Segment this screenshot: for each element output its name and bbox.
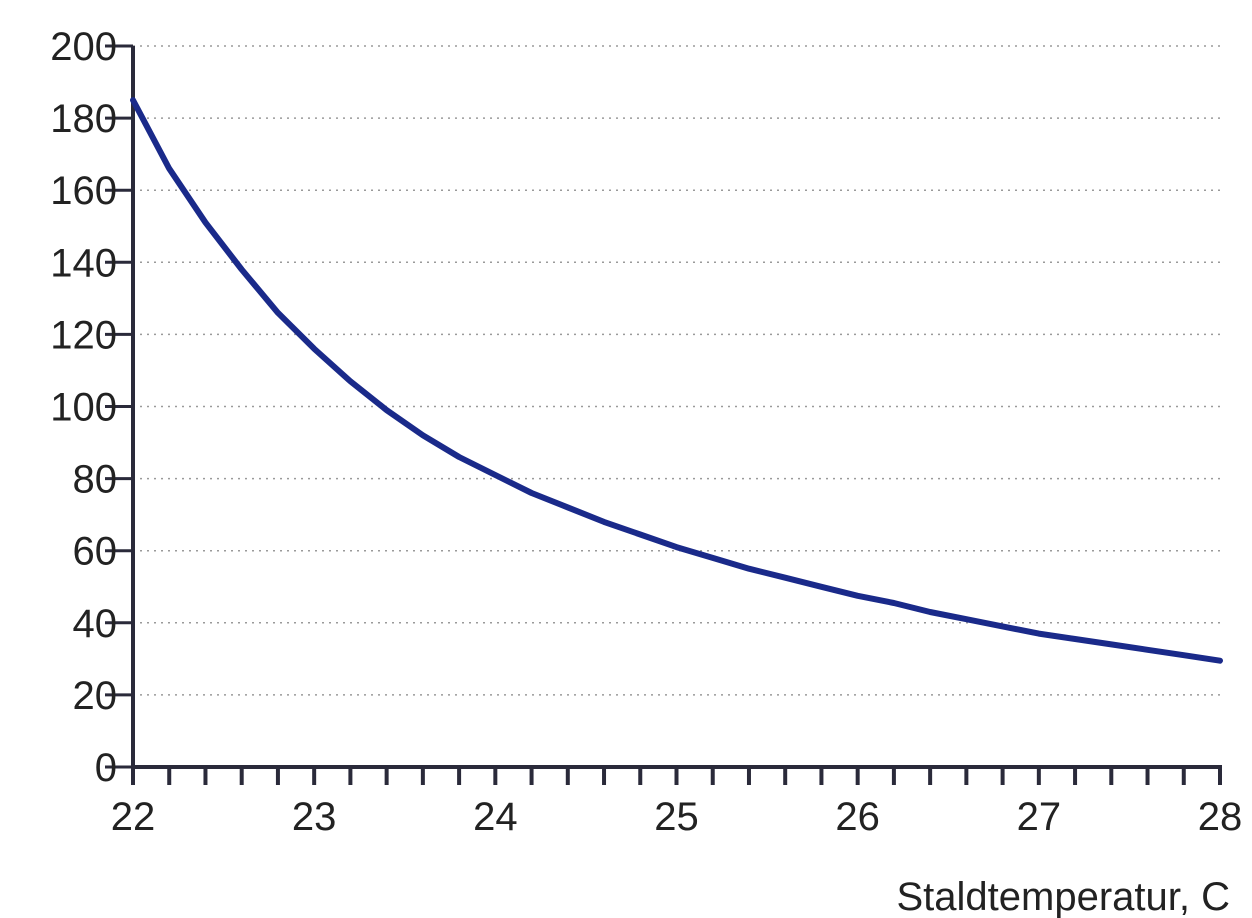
y-tick-label-100: 100 [50, 386, 117, 430]
data-point-0-21 [893, 602, 894, 603]
x-tick-label-27: 27 [1017, 795, 1062, 839]
data-point-0-27 [1111, 644, 1112, 645]
y-tick-label-40: 40 [73, 602, 118, 646]
data-point-0-18 [785, 577, 786, 578]
data-point-0-30 [1220, 660, 1221, 661]
tick-marks [105, 44, 1222, 785]
y-tick-label-160: 160 [50, 169, 117, 213]
data-point-0-3 [241, 269, 242, 270]
x-axis-title: Staldtemperatur, C [897, 875, 1231, 918]
tick-labels: 0 20 40 60 80 100 120 140 160 180 200 22 23 24 25 26 27 2… [50, 25, 1242, 839]
y-tick-label-140: 140 [50, 241, 117, 285]
gridlines [133, 45, 1220, 696]
x-tick-label-25: 25 [654, 795, 699, 839]
data-point-0-4 [277, 312, 278, 313]
y-tick-label-60: 60 [73, 530, 118, 574]
data-point-0-26 [1075, 639, 1076, 640]
data-point-0-22 [930, 611, 931, 612]
data-point-0-14 [640, 534, 641, 535]
y-tick-label-20: 20 [73, 674, 118, 718]
data-point-0-12 [567, 507, 568, 508]
x-tick-label-24: 24 [473, 795, 518, 839]
y-tick-label-80: 80 [73, 458, 118, 502]
data-point-0-2 [205, 222, 206, 223]
data-point-0-24 [1002, 626, 1003, 627]
data-point-0-25 [1038, 633, 1039, 634]
data-point-0-11 [531, 493, 532, 494]
data-point-0-9 [459, 456, 460, 457]
data-point-0-23 [966, 619, 967, 620]
data-point-0-5 [314, 348, 315, 349]
data-point-0-28 [1147, 649, 1148, 650]
data-point-0-16 [712, 557, 713, 558]
x-tick-label-22: 22 [111, 795, 156, 839]
data-point-0-13 [604, 521, 605, 522]
data-point-0-15 [676, 547, 677, 548]
data-point-0-6 [350, 381, 351, 382]
series-group [130, 97, 1223, 664]
data-point-0-19 [821, 586, 822, 587]
data-point-0-8 [422, 435, 423, 436]
data-point-0-7 [386, 410, 387, 411]
y-tick-label-180: 180 [50, 97, 117, 141]
data-point-0-20 [857, 595, 858, 596]
x-tick-label-26: 26 [835, 795, 880, 839]
data-point-0-17 [748, 568, 749, 569]
data-point-0-10 [495, 474, 496, 475]
y-tick-label-120: 120 [50, 313, 117, 357]
data-point-0-29 [1183, 655, 1184, 656]
x-tick-label-28: 28 [1198, 795, 1243, 839]
y-tick-label-200: 200 [50, 25, 117, 69]
data-point-0-0 [133, 100, 134, 101]
data-point-0-1 [169, 168, 170, 169]
series-line-0 [130, 97, 1223, 664]
y-tick-label-0: 0 [95, 746, 117, 790]
axes [131, 46, 1222, 769]
x-tick-label-23: 23 [292, 795, 337, 839]
